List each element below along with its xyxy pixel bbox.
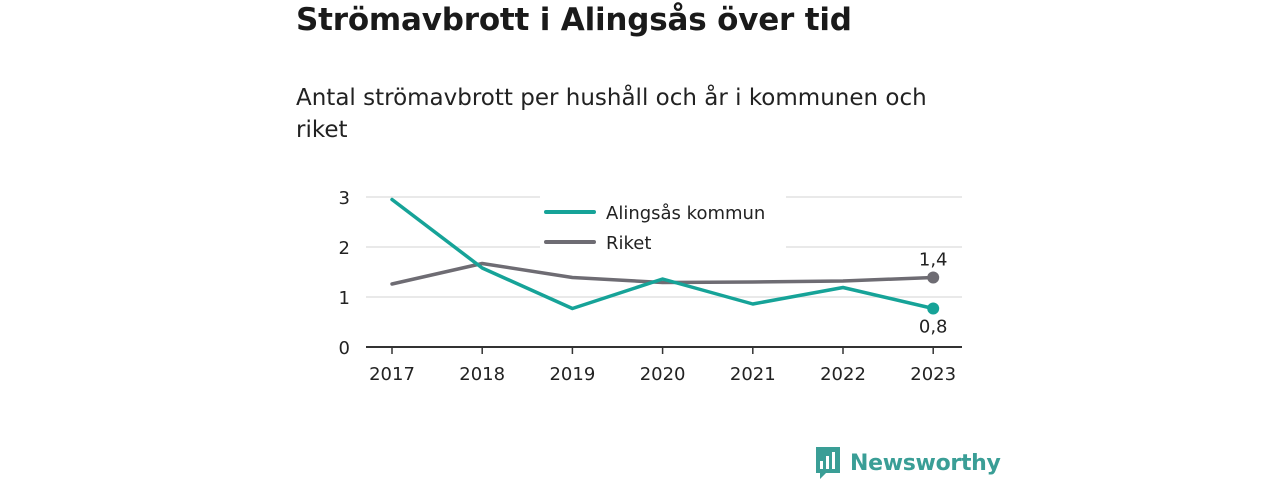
legend-label: Alingsås kommun bbox=[606, 203, 765, 224]
series-line-riket bbox=[390, 261, 935, 286]
series-line-alingsas bbox=[390, 197, 935, 311]
legend-background bbox=[540, 188, 786, 258]
y-tick-label: 0 bbox=[339, 338, 350, 359]
series-end-point bbox=[927, 271, 940, 284]
data-label: 1,4 bbox=[919, 250, 948, 271]
brand-logo: Newsworthy bbox=[814, 445, 1001, 481]
y-tick-label: 2 bbox=[339, 238, 350, 259]
y-tick-label: 3 bbox=[339, 188, 350, 209]
series-end-point bbox=[927, 302, 940, 315]
x-tick-label: 2020 bbox=[640, 364, 686, 385]
chart-subtitle: Antal strömavbrott per hushåll och år i … bbox=[296, 85, 927, 143]
x-tick-label: 2017 bbox=[369, 364, 415, 385]
x-tick-label: 2023 bbox=[910, 364, 956, 385]
data-label: 0,8 bbox=[919, 317, 948, 338]
y-tick-label: 1 bbox=[339, 288, 350, 309]
legend-label: Riket bbox=[606, 233, 651, 254]
brand-name: Newsworthy bbox=[850, 450, 1001, 476]
x-tick-label: 2022 bbox=[820, 364, 866, 385]
chart-title: Strömavbrott i Alingsås över tid bbox=[296, 2, 852, 38]
x-tick-label: 2019 bbox=[549, 364, 595, 385]
newsworthy-logo-icon bbox=[816, 447, 840, 479]
x-tick-label: 2018 bbox=[459, 364, 505, 385]
x-tick-label: 2021 bbox=[730, 364, 776, 385]
